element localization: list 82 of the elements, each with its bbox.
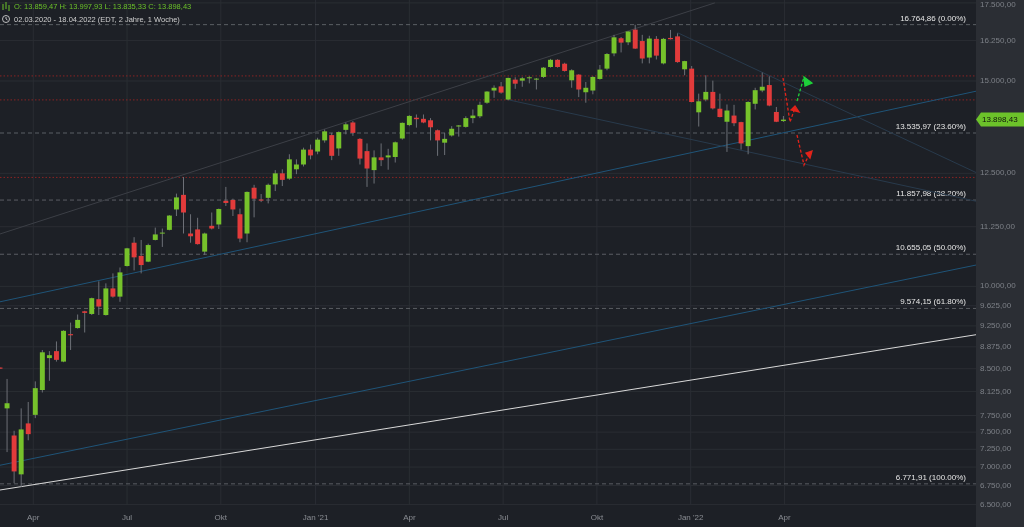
candlestick: [195, 217, 201, 246]
candlestick: [435, 129, 441, 157]
candlestick: [703, 74, 709, 102]
ref-line-label: 6.771,91 (100.00%): [895, 472, 967, 482]
candlestick: [110, 272, 116, 299]
y-tick-label: 12.500,00: [980, 168, 1017, 178]
candlestick: [428, 117, 433, 141]
y-tick-label: 9.250,00: [980, 320, 1012, 330]
x-tick-label: Apr: [403, 513, 416, 522]
y-tick-label: 6.750,00: [980, 480, 1012, 490]
candlestick: [53, 340, 59, 363]
candlestick: [569, 68, 575, 89]
y-tick-label: 6.500,00: [980, 499, 1012, 509]
candlestick: [286, 153, 292, 181]
candlestick: [632, 24, 638, 50]
candlestick: [696, 93, 702, 128]
x-tick-label: Apr: [778, 513, 791, 522]
candlestick: [653, 35, 659, 60]
candlestick: [272, 169, 278, 192]
candlestick: [301, 147, 306, 167]
ref-line-label: 16.764,86 (0.00%): [900, 13, 967, 23]
y-tick-label: 8.875,00: [980, 341, 1012, 351]
candlestick: [131, 236, 137, 271]
x-tick-label: Jan '21: [302, 513, 329, 522]
candlestick: [251, 184, 257, 218]
x-tick-label: Okt: [590, 513, 604, 522]
candlestick: [759, 72, 765, 93]
candlestick: [159, 228, 165, 248]
y-tick-label: 7.500,00: [980, 427, 1012, 437]
y-tick-label: 8.500,00: [980, 363, 1012, 373]
candlestick: [385, 148, 391, 171]
candlestick: [336, 130, 342, 157]
candlestick: [258, 193, 264, 203]
candlestick: [491, 84, 497, 99]
ref-line-label: 13.535,97 (23.60%): [895, 122, 967, 131]
candlestick: [378, 142, 384, 167]
candlestick: [442, 132, 448, 156]
y-tick-label: 7.750,00: [980, 410, 1012, 420]
candlestick: [265, 183, 271, 204]
candlestick: [4, 378, 10, 453]
ref-line-label: 11.857,98 (38.20%): [896, 189, 967, 199]
y-tick-label: 16.250,00: [980, 35, 1017, 45]
x-tick-label: Apr: [27, 513, 40, 522]
y-tick-label: 7.250,00: [980, 444, 1012, 454]
candlestick: [46, 350, 52, 382]
candlestick: [752, 87, 758, 110]
y-tick-label: 11.250,00: [980, 221, 1016, 231]
ref-line-label: 9.574,15 (61.80%): [900, 297, 967, 307]
x-tick-label: Jul: [121, 513, 133, 522]
y-tick-label: 8.125,00: [980, 386, 1012, 396]
candlestick: [223, 186, 229, 207]
candlestick: [371, 149, 377, 185]
candlestick: [576, 73, 582, 98]
candlestick: [96, 280, 102, 316]
text: 13.898,43: [982, 114, 1019, 124]
candlestick: [646, 35, 652, 64]
candlestick: [766, 75, 772, 107]
candlestick: [202, 232, 208, 256]
candlestick: [329, 132, 335, 161]
candlestick: [611, 34, 617, 57]
x-tick-label: Okt: [214, 513, 228, 522]
y-tick-label: 17.500,00: [980, 0, 1017, 10]
candlestick: [738, 121, 744, 151]
candlestick: [590, 75, 596, 95]
y-tick-label: 9.625,00: [980, 300, 1012, 310]
candlestick: [230, 198, 236, 217]
y-tick-label: 15.000,00: [980, 76, 1017, 86]
candlestick: [639, 34, 645, 64]
candlestick: [618, 36, 624, 53]
candlestick: [357, 137, 363, 165]
candlestick: [724, 103, 730, 153]
x-tick-label: Jan '22: [677, 513, 704, 522]
candlestick: [173, 193, 179, 217]
ref-line-label: 10.655,05 (50.00%): [895, 243, 967, 253]
y-tick-label: 7.000,00: [980, 462, 1012, 472]
candlestick: [181, 176, 186, 235]
candlestick: [583, 81, 589, 104]
x-tick-label: Jul: [498, 513, 509, 522]
candlestick: [25, 401, 31, 441]
candlestick: [138, 239, 144, 274]
y-tick-label: 10.000,00: [980, 281, 1017, 291]
candlestick: [710, 80, 716, 110]
